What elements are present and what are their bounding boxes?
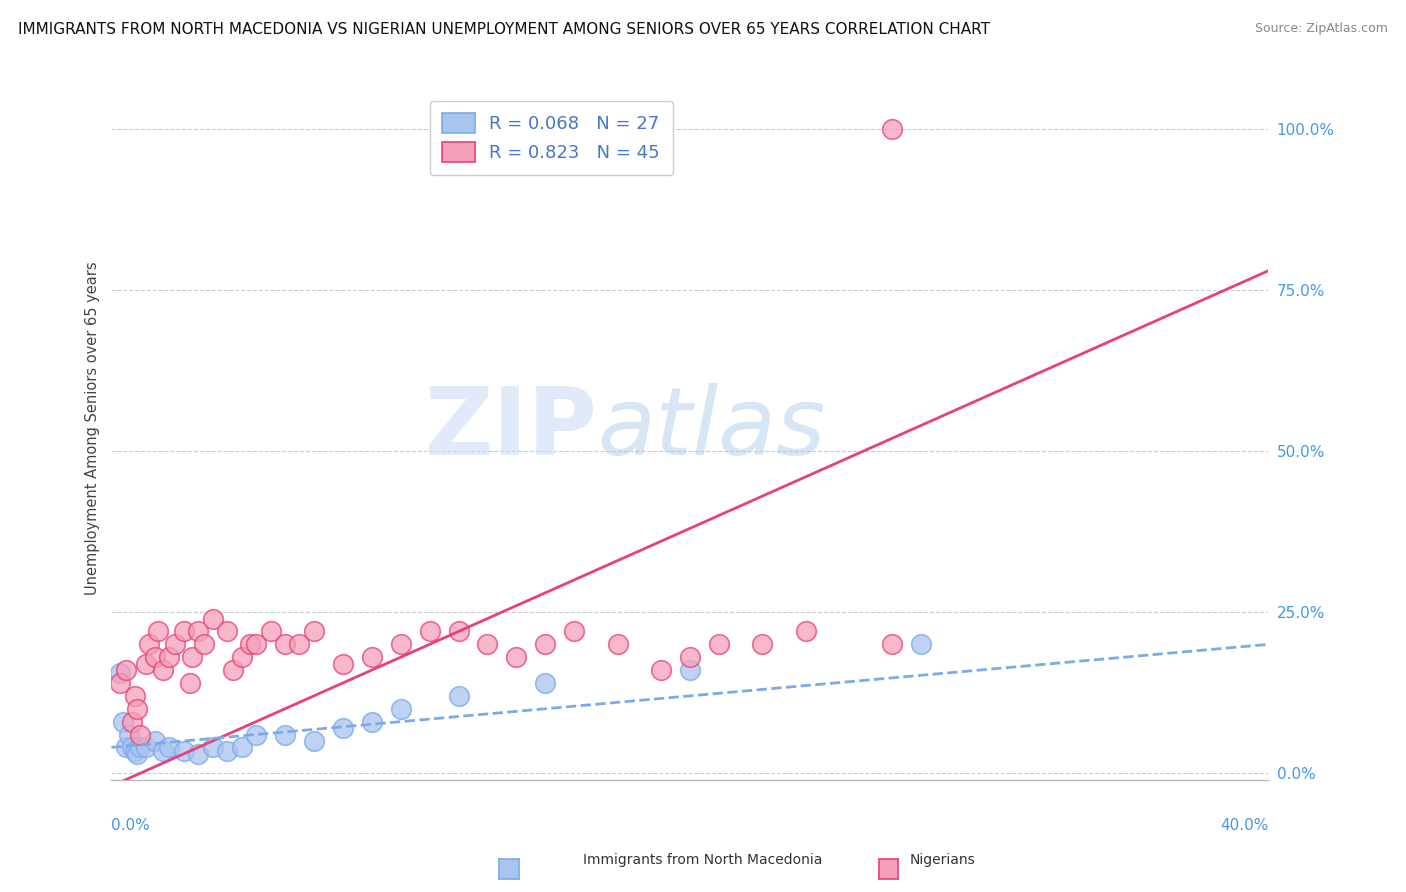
Point <box>231 650 253 665</box>
Point <box>302 624 325 639</box>
Point <box>163 637 186 651</box>
Point <box>562 624 585 639</box>
Point <box>239 637 262 651</box>
Point <box>274 727 297 741</box>
Text: ZIP: ZIP <box>425 383 598 475</box>
Point <box>135 657 157 671</box>
Point <box>679 650 702 665</box>
Point <box>181 650 204 665</box>
Point <box>679 663 702 677</box>
Point <box>794 624 817 639</box>
Point <box>505 650 527 665</box>
Point <box>157 650 180 665</box>
Point <box>231 740 253 755</box>
Point <box>135 740 157 755</box>
Point <box>707 637 730 651</box>
Point <box>138 637 160 651</box>
Point <box>127 747 149 761</box>
Text: IMMIGRANTS FROM NORTH MACEDONIA VS NIGERIAN UNEMPLOYMENT AMONG SENIORS OVER 65 Y: IMMIGRANTS FROM NORTH MACEDONIA VS NIGER… <box>18 22 990 37</box>
Point <box>332 721 354 735</box>
Point <box>389 702 412 716</box>
Point <box>146 624 169 639</box>
Point <box>173 624 195 639</box>
Point <box>389 637 412 651</box>
Point <box>245 637 267 651</box>
Point <box>121 714 143 729</box>
Text: Source: ZipAtlas.com: Source: ZipAtlas.com <box>1254 22 1388 36</box>
Point <box>201 740 224 755</box>
Point <box>222 663 245 677</box>
Point <box>332 657 354 671</box>
Point <box>534 637 557 651</box>
Point <box>143 650 166 665</box>
Y-axis label: Unemployment Among Seniors over 65 years: Unemployment Among Seniors over 65 years <box>86 261 100 595</box>
Point <box>882 122 904 136</box>
Point <box>115 740 138 755</box>
Point <box>157 740 180 755</box>
Point <box>127 702 149 716</box>
Point <box>217 744 239 758</box>
Point <box>179 676 201 690</box>
Text: 40.0%: 40.0% <box>1220 818 1268 833</box>
Point <box>447 689 470 703</box>
Point <box>534 676 557 690</box>
Point <box>111 714 134 729</box>
Point <box>882 637 904 651</box>
Point <box>193 637 215 651</box>
Point <box>751 637 773 651</box>
Point <box>152 744 174 758</box>
Point <box>288 637 311 651</box>
Point <box>118 727 141 741</box>
Point <box>360 714 382 729</box>
Point <box>447 624 470 639</box>
Legend: R = 0.068   N = 27, R = 0.823   N = 45: R = 0.068 N = 27, R = 0.823 N = 45 <box>430 101 672 175</box>
Point <box>124 744 146 758</box>
Point <box>108 676 131 690</box>
Point <box>650 663 672 677</box>
Point <box>129 740 152 755</box>
Point <box>201 611 224 625</box>
Point <box>910 637 932 651</box>
Point <box>419 624 441 639</box>
Point <box>121 740 143 755</box>
Point <box>259 624 281 639</box>
Text: Immigrants from North Macedonia: Immigrants from North Macedonia <box>583 853 823 867</box>
Point <box>217 624 239 639</box>
Point <box>108 666 131 681</box>
Text: 0.0%: 0.0% <box>111 818 150 833</box>
Point <box>124 689 146 703</box>
Point <box>187 747 209 761</box>
Point <box>173 744 195 758</box>
Point <box>477 637 499 651</box>
Point <box>606 637 628 651</box>
Point <box>143 734 166 748</box>
Point <box>129 727 152 741</box>
Point <box>115 663 138 677</box>
Point <box>245 727 267 741</box>
Point <box>187 624 209 639</box>
Text: Nigerians: Nigerians <box>910 853 974 867</box>
Point <box>152 663 174 677</box>
Text: atlas: atlas <box>598 383 825 474</box>
Point <box>360 650 382 665</box>
Point <box>274 637 297 651</box>
Point <box>302 734 325 748</box>
